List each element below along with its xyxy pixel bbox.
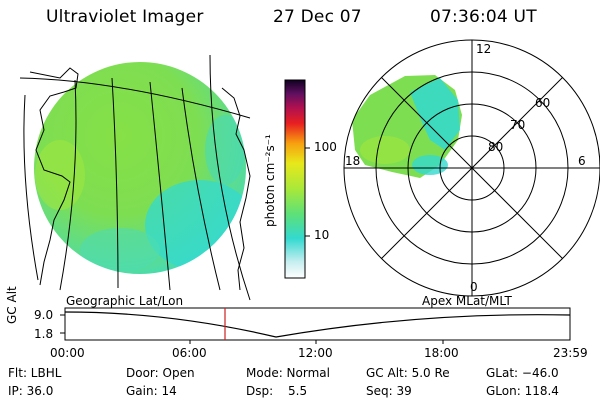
xtick-2359: 23:59 <box>553 346 588 360</box>
colorbar <box>284 79 310 279</box>
lat-label-70: 70 <box>510 118 526 132</box>
altitude-curve <box>64 311 571 338</box>
lat-label-60: 60 <box>535 96 551 110</box>
geo-caption: Geographic Lat/Lon <box>66 294 184 308</box>
info-dsp-value: 5.5 <box>288 384 308 398</box>
lat-label-80: 80 <box>488 140 504 154</box>
timeline-plot <box>60 307 571 344</box>
polar-plot <box>343 39 600 297</box>
info-flt: Flt: LBHL <box>8 366 62 380</box>
ytick-1-8: 1.8 <box>34 327 54 341</box>
info-ip: IP: 36.0 <box>8 384 54 398</box>
date-label: 27 Dec 07 <box>273 7 362 27</box>
info-gain: Gain: 14 <box>126 384 177 398</box>
apex-caption: Apex MLat/MLT <box>422 294 512 308</box>
xtick-1200: 12:00 <box>298 346 333 360</box>
info-glat: GLat: −46.0 <box>486 366 559 380</box>
info-glon: GLon: 118.4 <box>486 384 559 398</box>
xtick-0600: 06:00 <box>172 346 207 360</box>
geographic-image <box>19 54 251 301</box>
mlt-label-12: 12 <box>476 42 492 56</box>
time-label: 07:36:04 UT <box>430 7 537 27</box>
info-mode: Mode: Normal <box>246 366 330 380</box>
timeline-ylabel: GC Alt <box>5 286 19 324</box>
mlt-label-6: 6 <box>578 154 586 168</box>
xtick-1800: 18:00 <box>424 346 459 360</box>
instrument-title: Ultraviolet Imager <box>46 7 204 27</box>
colorbar-tick-10: 10 <box>314 228 330 242</box>
info-gc-alt: GC Alt: 5.0 Re <box>366 366 450 380</box>
info-door: Door: Open <box>126 366 195 380</box>
mlt-label-18: 18 <box>345 154 361 168</box>
info-dsp-label: Dsp: <box>246 384 274 398</box>
xtick-0000: 00:00 <box>50 346 85 360</box>
mlt-label-0: 0 <box>470 280 478 294</box>
info-seq: Seq: 39 <box>366 384 412 398</box>
ytick-9: 9.0 <box>34 308 54 322</box>
colorbar-tick-100: 100 <box>314 140 337 154</box>
